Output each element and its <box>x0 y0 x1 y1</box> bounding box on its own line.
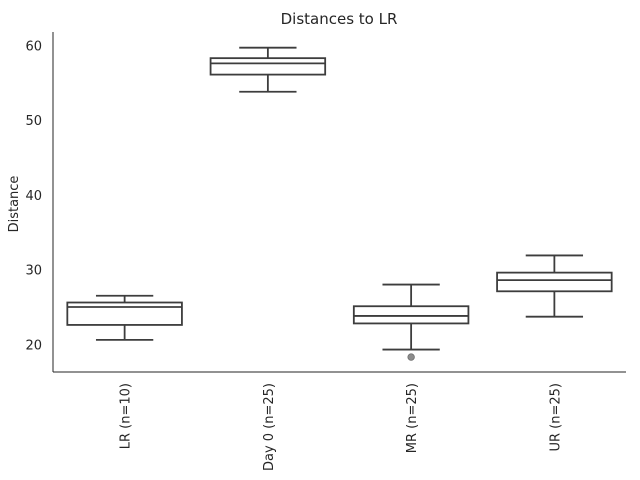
y-tick-label: 40 <box>25 189 42 204</box>
y-tick-label: 30 <box>25 264 42 279</box>
y-tick-label: 20 <box>25 338 42 353</box>
y-tick-label: 50 <box>25 114 42 129</box>
box-iqr <box>496 271 613 293</box>
x-tick-label: Day 0 (n=25) <box>262 383 277 471</box>
chart-title: Distances to LR <box>281 10 398 28</box>
y-axis-label: Distance <box>7 176 22 233</box>
x-tick-label: LR (n=10) <box>119 383 134 449</box>
plot-area: 20 30 40 50 60 LR (n=10) Day 0 (n=25) MR (n=25)… <box>25 32 626 471</box>
x-tick-label: UR (n=25) <box>548 383 563 452</box>
x-tick-label: MR (n=25) <box>405 383 420 453</box>
y-tick-label: 60 <box>25 39 42 54</box>
outlier-point <box>407 353 415 361</box>
box-iqr <box>352 305 470 325</box>
box-iqr <box>209 57 327 76</box>
box-iqr <box>66 301 183 326</box>
